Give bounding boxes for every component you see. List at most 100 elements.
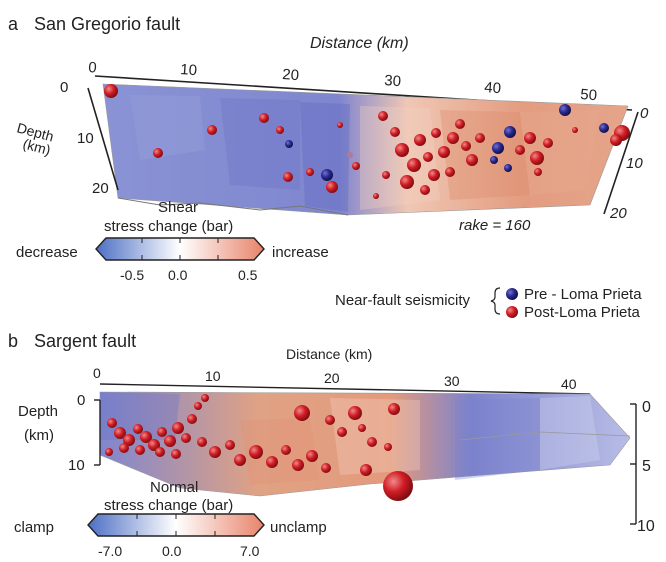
post-event-marker xyxy=(181,433,191,443)
post-event-marker xyxy=(447,132,459,144)
post-event-marker xyxy=(234,454,246,466)
colorbar-high-word: increase xyxy=(272,244,329,261)
post-event-marker xyxy=(249,445,263,459)
panel-a-distance-tick: 50 xyxy=(580,86,598,104)
legend-brace xyxy=(490,287,501,315)
pre-event-marker xyxy=(492,142,504,154)
panel-b-seismicity xyxy=(105,394,413,501)
post-event-marker xyxy=(543,138,553,148)
panel-b: b Sargent fault Distance (km) 0 10 20 30… xyxy=(8,331,655,559)
post-event-marker xyxy=(407,158,421,172)
panel-b-distance-tick: 10 xyxy=(205,368,221,384)
legend-pre-marker xyxy=(506,288,518,300)
post-event-marker xyxy=(194,402,202,410)
post-event-marker xyxy=(326,181,338,193)
post-event-marker xyxy=(107,418,117,428)
legend-post-marker xyxy=(506,306,518,318)
post-event-marker xyxy=(390,127,400,137)
panel-a-letter: a xyxy=(8,14,19,34)
post-event-marker xyxy=(431,128,441,138)
panel-a-right-depth-axis xyxy=(603,111,639,215)
colorbar-bar xyxy=(95,237,265,261)
panel-b-distance-tick: 30 xyxy=(444,373,460,389)
panel-a-distance-tick: 0 xyxy=(88,59,98,77)
post-event-marker xyxy=(207,125,217,135)
post-event-marker xyxy=(524,132,536,144)
post-event-marker xyxy=(337,427,347,437)
post-event-marker xyxy=(114,427,126,439)
panel-a-left-depth-axis xyxy=(87,87,119,191)
post-event-marker xyxy=(400,175,414,189)
panel-a-distance-tick: 20 xyxy=(282,66,300,84)
panel-b-distance-tick: 0 xyxy=(93,365,101,381)
seismicity-legend: Near-fault seismicity Pre - Loma Prieta … xyxy=(335,286,642,321)
panel-a-bottom-edge xyxy=(117,197,349,216)
post-event-marker xyxy=(445,167,455,177)
colorbar-tick: 0.0 xyxy=(168,267,188,283)
colorbar-low-word: clamp xyxy=(14,519,54,536)
post-event-marker xyxy=(209,446,221,458)
post-event-marker xyxy=(135,445,145,455)
post-event-marker xyxy=(428,169,440,181)
panel-a-distance-label: Distance (km) xyxy=(310,35,409,52)
post-event-marker xyxy=(164,435,176,447)
panel-a: a San Gregorio fault Distance (km) 0 10 … xyxy=(8,14,649,283)
post-event-marker xyxy=(352,162,360,170)
post-event-marker xyxy=(225,440,235,450)
post-event-marker xyxy=(172,422,184,434)
pre-event-marker xyxy=(504,164,512,172)
colorbar-high-word: unclamp xyxy=(270,519,327,536)
panel-a-distance-ticks: 0 10 20 30 40 50 xyxy=(88,59,598,104)
colorbar-low-word: decrease xyxy=(16,244,78,261)
post-event-marker xyxy=(475,133,485,143)
post-event-marker xyxy=(155,447,165,457)
post-event-marker xyxy=(348,406,362,420)
panel-b-fault-surface xyxy=(99,391,631,497)
panel-b-depth-label-unit: (km) xyxy=(24,427,54,444)
post-event-marker xyxy=(283,172,293,182)
post-event-marker xyxy=(104,84,118,98)
colorbar-title-line2: stress change (bar) xyxy=(104,218,233,235)
panel-b-colorbar: Normal stress change (bar) clamp unclamp… xyxy=(14,479,327,559)
post-event-marker xyxy=(530,151,544,165)
panel-a-distance-tick: 40 xyxy=(484,79,502,97)
post-event-marker xyxy=(466,154,478,166)
panel-b-depth-tick-right: 0 xyxy=(642,399,651,416)
pre-event-marker xyxy=(504,126,516,138)
colorbar-tick: -7.0 xyxy=(98,543,122,559)
panel-a-depth-tick-right: 0 xyxy=(640,105,649,122)
post-event-marker xyxy=(388,403,400,415)
panel-a-depth-tick-left: 0 xyxy=(60,79,68,96)
post-event-marker xyxy=(358,424,366,432)
panel-a-distance-tick: 30 xyxy=(384,72,402,90)
panel-b-distance-tick: 20 xyxy=(324,370,340,386)
panel-a-seismicity xyxy=(104,84,630,199)
post-event-marker xyxy=(423,152,433,162)
pre-event-marker xyxy=(490,156,498,164)
panel-b-depth-label: Depth xyxy=(18,403,58,420)
panel-a-distance-tick: 10 xyxy=(180,61,198,79)
legend-label: Near-fault seismicity xyxy=(335,292,471,309)
colorbar-title: Normal xyxy=(150,479,198,496)
post-event-marker xyxy=(105,448,113,456)
pre-event-marker xyxy=(599,123,609,133)
panel-a-depth-label-unit: (km) xyxy=(21,135,52,158)
post-event-marker xyxy=(347,152,353,158)
colorbar-tick: 0.0 xyxy=(162,543,182,559)
post-event-marker xyxy=(153,148,163,158)
colorbar-bar xyxy=(87,513,265,537)
panel-b-depth-tick-left: 0 xyxy=(77,392,85,409)
panel-b-title: Sargent fault xyxy=(34,331,136,351)
post-event-marker xyxy=(383,471,413,501)
colorbar-tick: -0.5 xyxy=(120,267,144,283)
post-event-marker xyxy=(515,145,525,155)
post-event-marker xyxy=(201,394,209,402)
post-event-marker xyxy=(455,119,465,129)
panel-b-depth-tick-left: 10 xyxy=(68,457,85,474)
post-event-marker xyxy=(306,168,314,176)
post-event-marker xyxy=(337,122,343,128)
legend-post-label: Post-Loma Prieta xyxy=(524,304,641,321)
post-event-marker xyxy=(266,456,278,468)
post-event-marker xyxy=(360,464,372,476)
panel-a-colorbar: Shear stress change (bar) decrease incre… xyxy=(16,199,329,283)
